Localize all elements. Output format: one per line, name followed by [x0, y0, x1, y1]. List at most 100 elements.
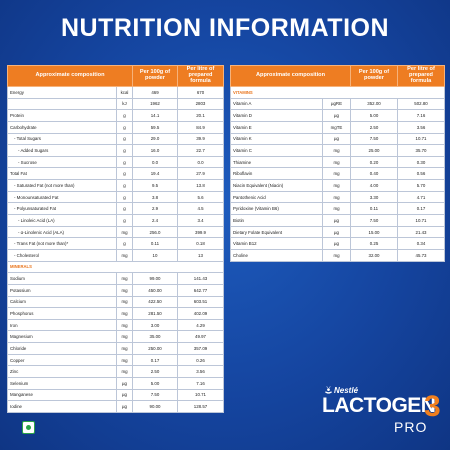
nutrient-name: - Sucrose — [7, 155, 117, 169]
per-litre-header: Per litre of prepared formula — [177, 65, 224, 87]
nutrient-unit: mg — [322, 202, 351, 216]
table-row: Protein g 14.1 20.1 — [7, 109, 224, 122]
value-per-100g: 250.00 — [132, 342, 178, 355]
value-per-litre: 10.71 — [397, 214, 445, 227]
nutrient-unit: mg — [116, 353, 133, 367]
nutrient-name: Vitamin A — [230, 97, 323, 111]
nutrient-name: - Polyunsaturated Fat — [7, 202, 117, 216]
table-header-row: Approximate composition Per 100g of powd… — [230, 65, 445, 87]
value-per-100g: 14.1 — [132, 109, 178, 122]
composition-header: Approximate composition — [230, 65, 351, 87]
value-per-100g: 281.50 — [132, 307, 178, 320]
table-row: Biotin µg 7.50 10.71 — [230, 214, 445, 227]
value-per-100g: 0.25 — [350, 237, 398, 250]
value-per-litre: 35.70 — [397, 144, 445, 157]
nutrient-unit: mg — [322, 167, 351, 181]
nutrient-name: - Saturated Fat (not more than) — [7, 179, 117, 192]
nutrient-name: Vitamin C — [230, 144, 323, 157]
table-row: Pantothenic Acid mg 3.30 4.71 — [230, 190, 445, 204]
table-row: Magnesium mg 35.00 49.97 — [7, 330, 224, 344]
table-row: Energy kcal 469 670 — [7, 86, 224, 99]
nutrient-unit: µg — [322, 214, 351, 227]
nutrient-name: Iodine — [7, 400, 117, 413]
value-per-100g: 3.00 — [132, 318, 178, 332]
table-row: - Total Sugars g 29.0 39.9 — [7, 132, 224, 146]
value-per-100g: 469 — [132, 86, 178, 99]
value-per-100g: 90.00 — [132, 400, 178, 413]
table-row: - Polyunsaturated Fat g 2.9 4.5 — [7, 202, 224, 216]
nutrient-unit: µgRE — [322, 97, 351, 111]
value-per-litre: 0.56 — [397, 167, 445, 181]
value-per-100g: 5.00 — [350, 109, 398, 122]
nutrient-unit: g — [116, 202, 133, 216]
table-row: Dietary Folate Equivalent µg 15.00 21.43 — [230, 225, 445, 239]
value-per-100g: 29.0 — [132, 132, 178, 146]
nutrient-unit: mg — [116, 307, 133, 320]
nutrient-unit: µg — [116, 388, 133, 402]
vegetarian-mark-icon — [22, 421, 35, 434]
value-per-100g: 352.00 — [350, 97, 398, 111]
table-row: - Added Sugars g 16.0 22.7 — [7, 144, 224, 157]
value-per-litre: 141.43 — [177, 272, 224, 285]
value-per-litre: 4.71 — [397, 190, 445, 204]
nutrient-unit: kcal — [116, 86, 133, 99]
value-per-litre: 22.7 — [177, 144, 224, 157]
table-row: - Monounsaturated Fat g 3.8 5.6 — [7, 190, 224, 204]
nutrient-name: Iron — [7, 318, 117, 332]
value-per-litre: 39.9 — [177, 132, 224, 146]
value-per-100g: 7.50 — [132, 388, 178, 402]
nutrient-name: - α-Linolenic Acid (ALA) — [7, 225, 117, 239]
value-per-litre: 13.8 — [177, 179, 224, 192]
value-per-100g: 2.50 — [132, 365, 178, 379]
right-nutrition-table: Approximate composition Per 100g of powd… — [230, 65, 445, 262]
nutrient-name: - Trans Fat (not more than)* — [7, 237, 117, 250]
table-row: kJ 1962 2803 — [7, 97, 224, 111]
value-per-litre: 10.71 — [397, 132, 445, 146]
table-row: Sodium mg 99.00 141.43 — [7, 272, 224, 285]
section-label: VITAMINS — [230, 86, 445, 99]
table-row: - Sucrose g 0.0 0.0 — [7, 155, 224, 169]
nutrient-name: Choline — [230, 248, 323, 262]
value-per-100g: 0.11 — [350, 202, 398, 216]
nutrient-unit: µg — [322, 237, 351, 250]
value-per-100g: 450.00 — [132, 283, 178, 297]
nutrient-unit: g — [116, 144, 133, 157]
table-row: Iodine µg 90.00 128.57 — [7, 400, 224, 413]
nutrient-unit: µg — [322, 109, 351, 122]
value-per-litre: 399.9 — [177, 225, 224, 239]
table-row: Vitamin B12 µg 0.25 0.34 — [230, 237, 445, 250]
value-per-100g: 0.17 — [132, 353, 178, 367]
nutrient-name: Manganese — [7, 388, 117, 402]
value-per-litre: 4.29 — [177, 318, 224, 332]
nutrient-unit: g — [116, 237, 133, 250]
nutrient-name: Vitamin E — [230, 120, 323, 134]
value-per-100g: 99.00 — [132, 272, 178, 285]
value-per-100g: 9.5 — [132, 179, 178, 192]
nutrient-name: Sodium — [7, 272, 117, 285]
value-per-litre: 5.70 — [397, 179, 445, 192]
nutrient-name: Magnesium — [7, 330, 117, 344]
value-per-100g: 35.00 — [132, 330, 178, 344]
nutrient-unit: mg — [116, 318, 133, 332]
value-per-100g: 16.0 — [132, 144, 178, 157]
nutrient-name: Selenium — [7, 377, 117, 390]
value-per-litre: 7.16 — [397, 109, 445, 122]
nutrient-name: Riboflavin — [230, 167, 323, 181]
table-row: Thiamine mg 0.20 0.30 — [230, 155, 445, 169]
nutrient-unit: mg — [116, 272, 133, 285]
brand-product: LACTOGEN — [322, 394, 436, 417]
value-per-100g: 2.4 — [132, 214, 178, 227]
table-row: Phosphorus mg 281.50 402.09 — [7, 307, 224, 320]
table-row: Zinc mg 2.50 3.56 — [7, 365, 224, 379]
value-per-litre: 357.09 — [177, 342, 224, 355]
nutrient-unit: g — [116, 179, 133, 192]
table-row: Pyridoxine (Vitamin B6) mg 0.11 0.17 — [230, 202, 445, 216]
nutrient-name: Total Fat — [7, 167, 117, 181]
value-per-100g: 0.40 — [350, 167, 398, 181]
nutrient-name: Pantothenic Acid — [230, 190, 323, 204]
value-per-litre: 13 — [177, 248, 224, 262]
nutrient-unit: mg — [322, 190, 351, 204]
